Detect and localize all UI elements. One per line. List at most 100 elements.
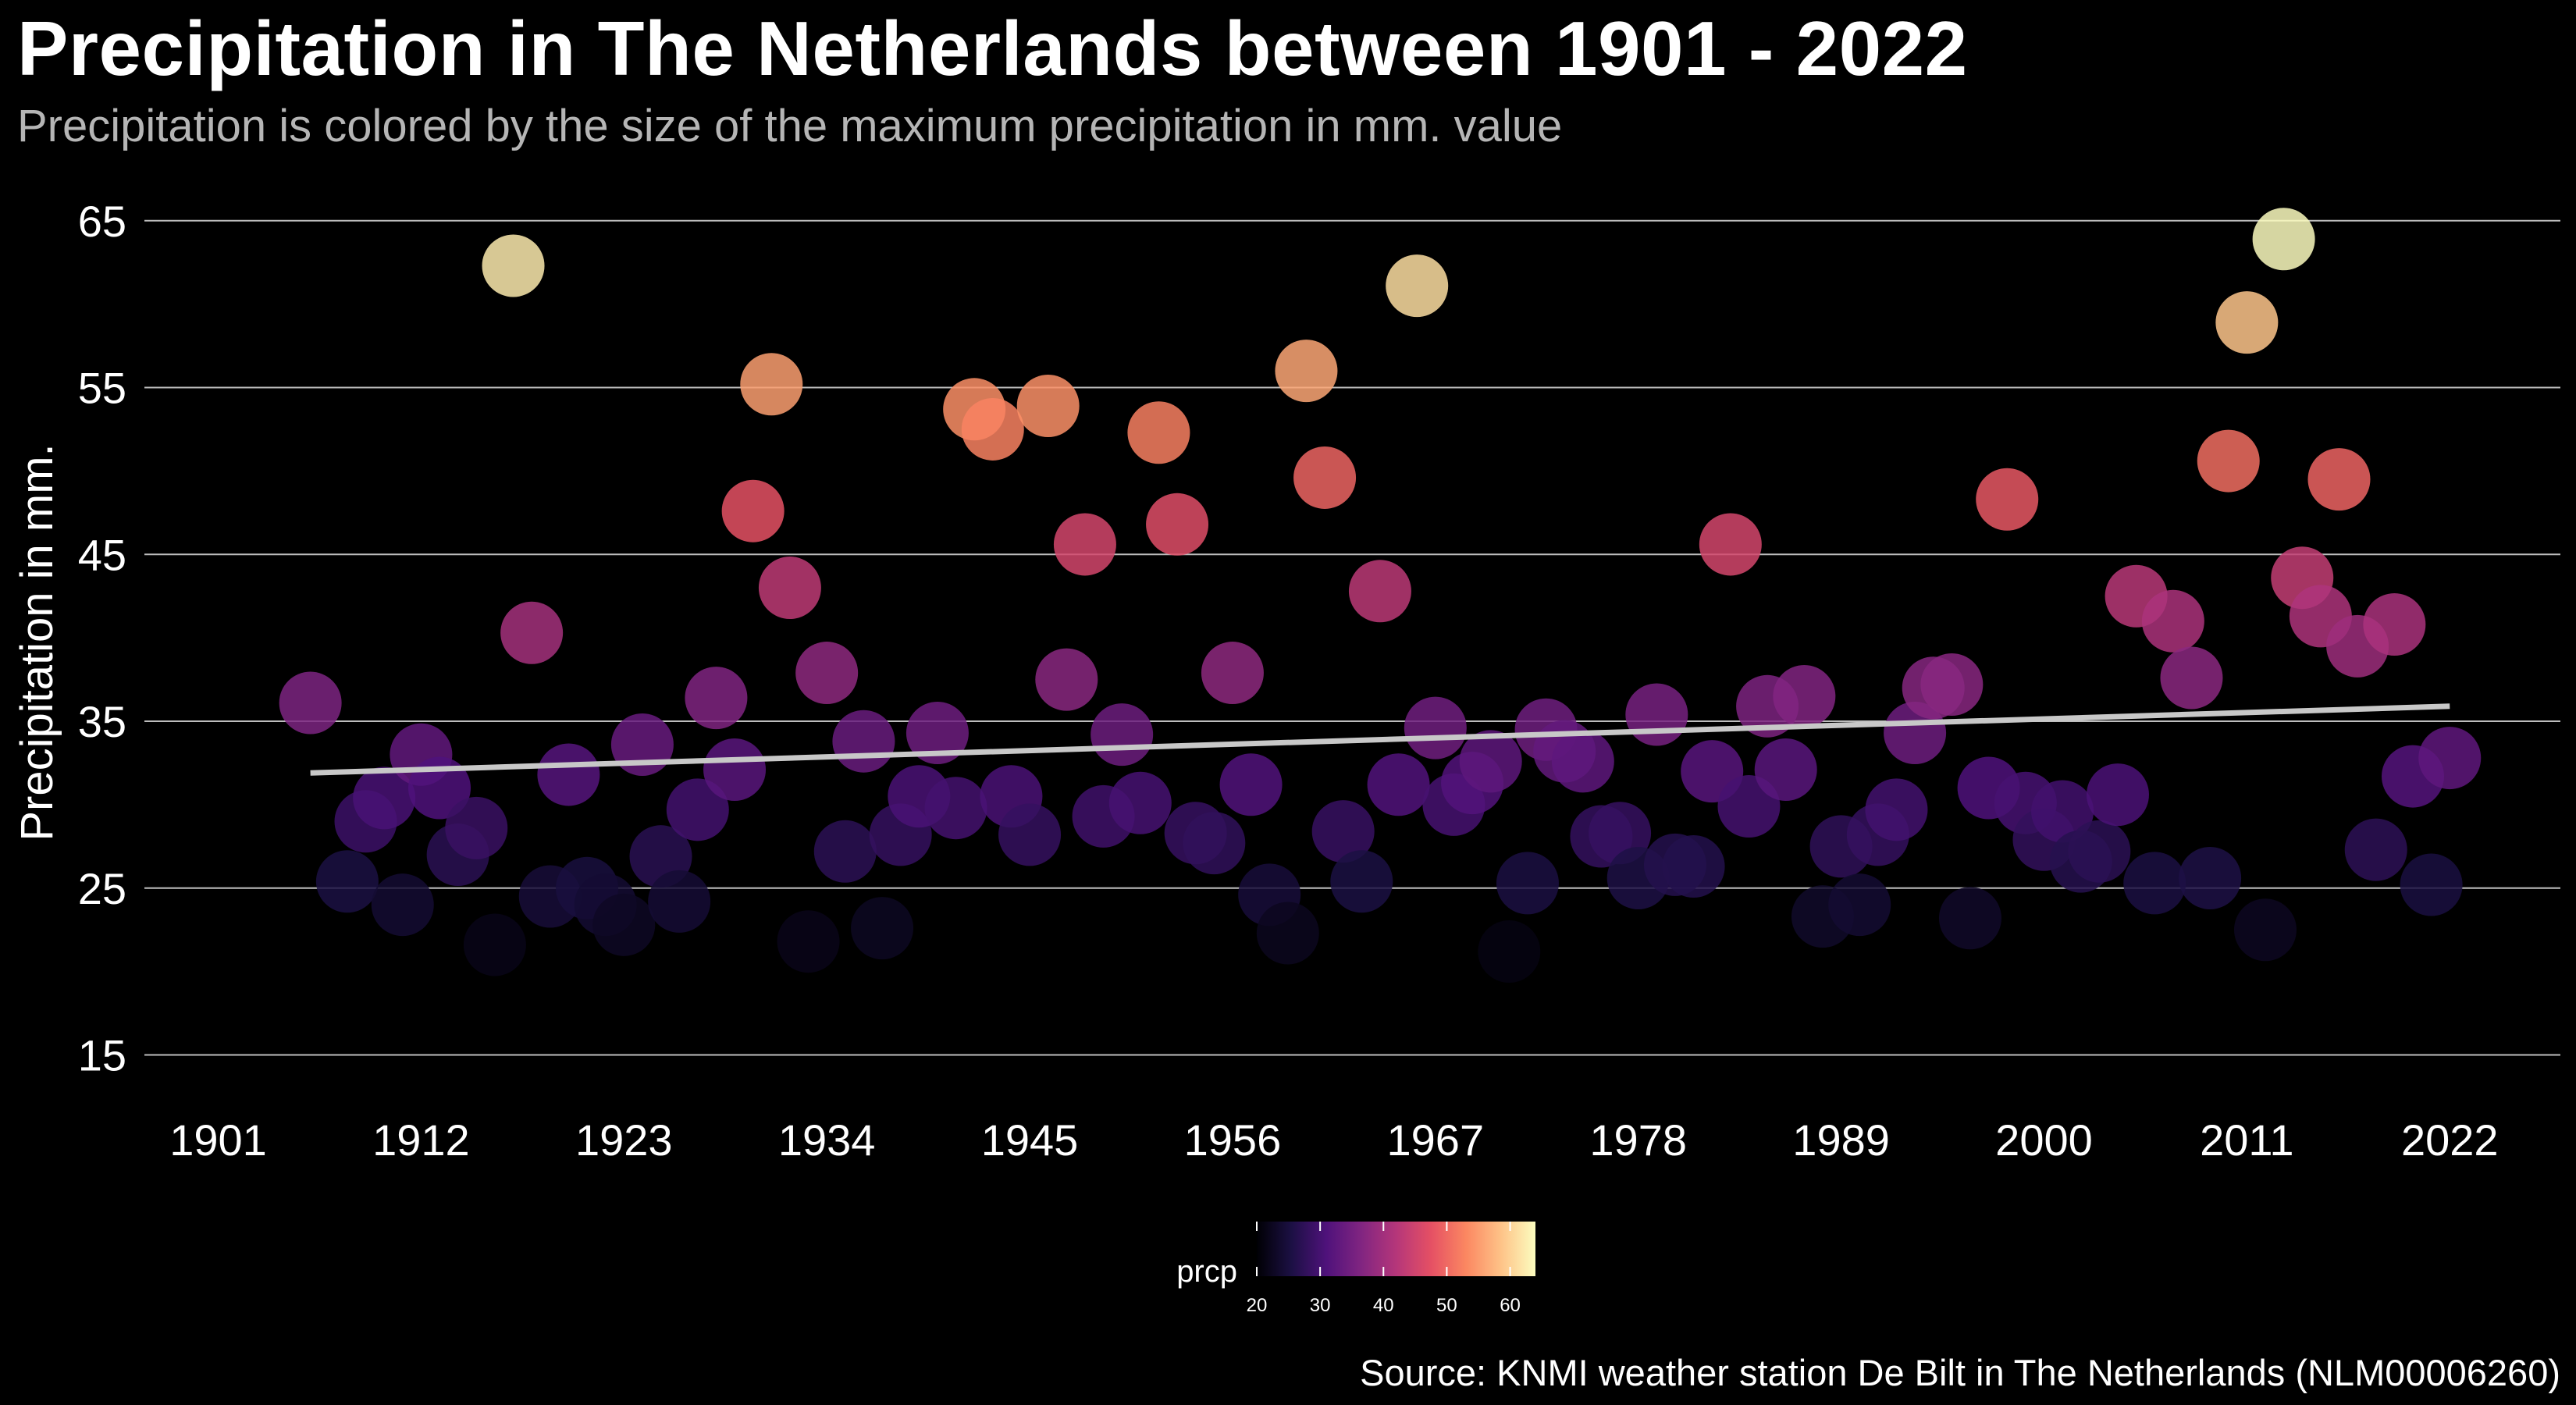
data-point bbox=[2123, 852, 2186, 915]
data-point bbox=[1311, 800, 1375, 863]
data-point bbox=[2252, 208, 2315, 271]
data-point bbox=[2307, 448, 2371, 511]
data-point bbox=[2141, 589, 2204, 653]
data-point bbox=[353, 767, 416, 830]
data-point bbox=[445, 796, 508, 859]
data-point bbox=[1459, 730, 1522, 793]
x-tick-label: 1978 bbox=[1589, 1115, 1687, 1165]
legend-tick-label: 40 bbox=[1373, 1295, 1394, 1316]
y-tick-label: 35 bbox=[78, 697, 126, 746]
data-point bbox=[315, 850, 379, 913]
data-point bbox=[1367, 753, 1430, 816]
data-point bbox=[1016, 375, 1080, 438]
color-legend: prcp 20 30 40 50 60 bbox=[1176, 1222, 1535, 1316]
x-tick-label: 2011 bbox=[2200, 1115, 2293, 1165]
legend-tick-label: 50 bbox=[1436, 1295, 1457, 1316]
data-point bbox=[1920, 653, 1984, 717]
data-point bbox=[1293, 446, 1357, 509]
data-point bbox=[1938, 887, 2001, 950]
source-caption: Source: KNMI weather station De Bilt in … bbox=[1360, 1352, 2560, 1393]
data-point bbox=[1773, 664, 1836, 727]
data-point bbox=[648, 870, 711, 933]
data-point bbox=[961, 397, 1024, 461]
data-points bbox=[279, 208, 2482, 984]
data-point bbox=[2179, 846, 2242, 909]
data-point bbox=[1256, 902, 1319, 965]
data-point bbox=[813, 820, 877, 883]
y-tick-label: 25 bbox=[78, 864, 126, 913]
data-point bbox=[1828, 873, 1891, 937]
x-tick-label: 1912 bbox=[372, 1115, 470, 1165]
legend-tick-label: 30 bbox=[1310, 1295, 1331, 1316]
data-point bbox=[592, 893, 656, 956]
data-point bbox=[721, 479, 785, 542]
data-point bbox=[2031, 780, 2094, 843]
data-point bbox=[482, 234, 545, 297]
data-point bbox=[2068, 820, 2131, 883]
legend-colorbar bbox=[1257, 1222, 1535, 1276]
data-point bbox=[371, 873, 434, 937]
x-tick-label: 1956 bbox=[1184, 1115, 1282, 1165]
data-point bbox=[2160, 646, 2223, 710]
data-point bbox=[1183, 812, 1246, 875]
data-point bbox=[851, 897, 914, 960]
grid-lines bbox=[144, 219, 2560, 1056]
x-tick-label: 1989 bbox=[1792, 1115, 1890, 1165]
x-tick-label: 1923 bbox=[575, 1115, 673, 1165]
chart-subtitle: Precipitation is colored by the size of … bbox=[17, 101, 1563, 151]
data-point bbox=[1662, 835, 1725, 898]
data-point bbox=[1035, 648, 1098, 711]
data-point bbox=[1146, 493, 1209, 556]
data-point bbox=[2400, 853, 2463, 916]
data-point bbox=[408, 756, 471, 820]
x-tick-label: 1934 bbox=[778, 1115, 876, 1165]
data-point bbox=[610, 713, 674, 776]
data-point bbox=[1478, 920, 1541, 984]
data-point bbox=[1386, 254, 1449, 318]
data-point bbox=[1865, 778, 1928, 841]
data-point bbox=[703, 738, 767, 802]
legend-title: prcp bbox=[1176, 1254, 1237, 1289]
y-tick-label: 15 bbox=[78, 1031, 126, 1080]
y-tick-label: 55 bbox=[78, 364, 126, 413]
data-point bbox=[685, 667, 748, 730]
data-point bbox=[1699, 513, 1762, 576]
trend-line-path bbox=[310, 703, 2450, 776]
data-point bbox=[2363, 593, 2426, 656]
legend-tick-label: 20 bbox=[1247, 1295, 1268, 1316]
data-point bbox=[1330, 850, 1393, 913]
y-axis-label: Precipitation in mm. bbox=[12, 443, 62, 841]
y-axis-ticks: 15 25 35 45 55 65 bbox=[78, 197, 126, 1080]
data-point bbox=[1754, 738, 1817, 802]
data-point bbox=[906, 702, 969, 764]
data-point bbox=[758, 557, 821, 620]
data-point bbox=[1976, 468, 2039, 531]
data-point bbox=[1127, 401, 1190, 464]
data-point bbox=[2086, 763, 2149, 827]
x-tick-label: 1901 bbox=[169, 1115, 267, 1165]
data-point bbox=[1404, 696, 1467, 759]
data-point bbox=[2197, 429, 2260, 493]
y-tick-label: 65 bbox=[78, 197, 126, 246]
data-point bbox=[1201, 642, 1264, 705]
y-tick-label: 45 bbox=[78, 530, 126, 579]
x-tick-label: 1945 bbox=[981, 1115, 1079, 1165]
data-point bbox=[2215, 291, 2279, 354]
data-point bbox=[1496, 852, 1559, 915]
data-point bbox=[500, 601, 564, 664]
data-point bbox=[740, 353, 803, 416]
data-point bbox=[777, 910, 840, 973]
data-point bbox=[2233, 898, 2297, 962]
chart-title: Precipitation in The Netherlands between… bbox=[17, 5, 1968, 91]
data-point bbox=[1625, 683, 1688, 746]
data-point bbox=[1275, 340, 1338, 403]
data-point bbox=[2344, 818, 2407, 881]
data-point bbox=[832, 710, 895, 773]
data-point bbox=[279, 671, 342, 735]
data-point bbox=[2418, 727, 2482, 790]
legend-ticks: 20 30 40 50 60 bbox=[1247, 1222, 1521, 1316]
data-point bbox=[1091, 703, 1154, 767]
data-point bbox=[537, 743, 600, 806]
x-axis-ticks: 1901 1912 1923 1934 1945 1956 1967 1978 1989 2000… bbox=[169, 1115, 2498, 1165]
